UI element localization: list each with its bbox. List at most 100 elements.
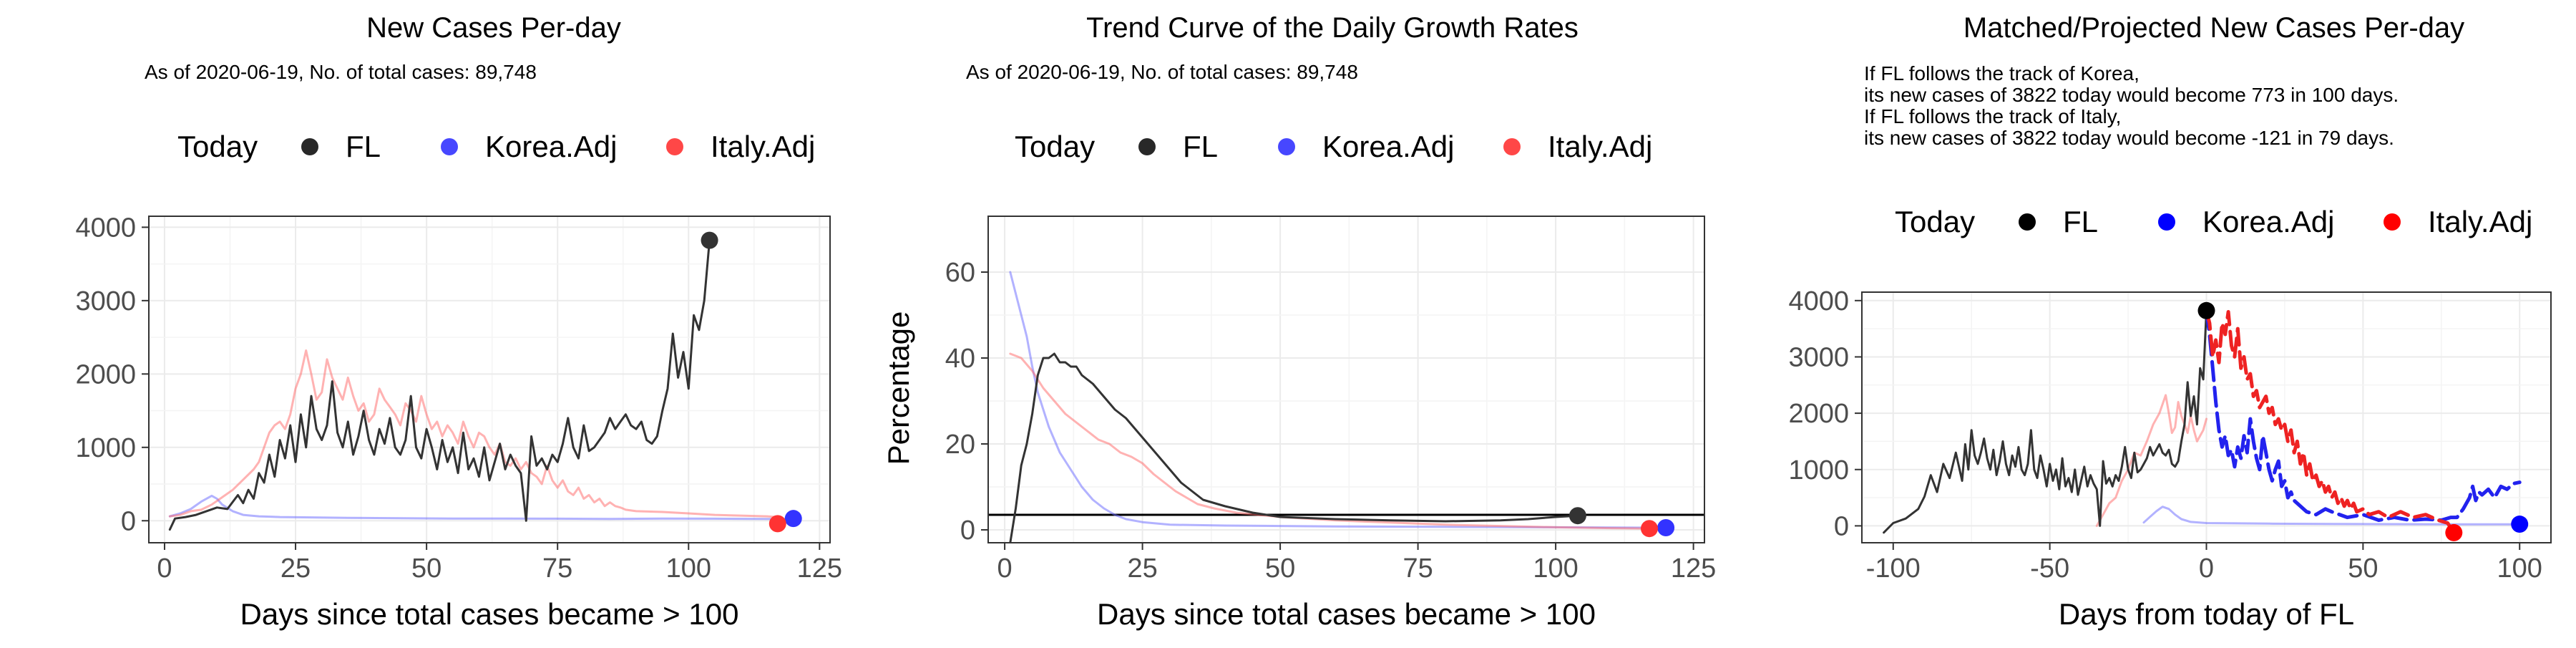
chart-title: Trend Curve of the Daily Growth Rates [1086,12,1579,44]
legend-key-korea-adj [441,138,458,155]
x-tick-label: -100 [1866,553,1921,584]
data-layer [988,271,1704,543]
y-tick-label: 0 [1834,511,1849,541]
legend-title: Today [177,130,258,163]
x-tick-label: -50 [2030,553,2069,584]
series-line-italy-adj [2205,309,2456,535]
annotation-line: If FL follows the track of Korea, [1864,62,2140,84]
legend-title: Today [1895,205,1975,238]
y-tick-label: 0 [960,516,975,546]
y-axis-label: Percentage [882,311,915,465]
x-tick-label: 125 [797,553,842,584]
today-point-korea-adj [784,510,802,528]
x-axis-label: Days since total cases became > 100 [240,597,739,631]
x-tick-label: 75 [542,553,572,584]
legend-key-fl [1138,138,1156,155]
legend-title: Today [1015,130,1095,163]
today-point-fl [2197,301,2215,319]
y-tick-label: 4000 [1788,286,1849,316]
chart-title: New Cases Per-day [366,12,621,44]
x-tick-label: 0 [157,553,172,584]
legend-key-italy-adj [666,138,683,155]
legend-label: Korea.Adj [2202,205,2334,238]
series-line-korea-adj [1009,271,1667,529]
plot-frame [987,216,1705,543]
x-tick-label: 50 [1265,553,1295,584]
y-tick-label: 3000 [1788,342,1849,372]
x-tick-label: 25 [280,553,311,584]
chart-panel-2: Trend Curve of the Daily Growth Rates As … [882,12,1716,631]
x-tick-label: 50 [411,553,441,584]
legend: Today FL Korea.Adj Italy.Adj [1015,130,1652,163]
y-tick-label: 40 [945,344,975,374]
series-line-fl [1009,352,1579,543]
x-tick-label: 0 [2199,553,2214,584]
legend-label: Italy.Adj [1548,130,1652,163]
y-tick-label: 4000 [75,213,136,243]
gridlines [1862,292,2551,543]
x-tick-label: 25 [1127,553,1157,584]
today-point-italy-adj [1641,520,1658,538]
data-layer [168,239,795,531]
y-tick-label: 2000 [75,359,136,390]
y-tick-label: 2000 [1788,399,1849,429]
chart-subtitle: As of 2020-06-19, No. of total cases: 89… [145,61,537,83]
series-line-korea-adj [2205,309,2522,522]
x-tick-label: 0 [997,553,1013,584]
today-point-italy-adj [2445,523,2463,541]
chart-subtitle: As of 2020-06-19, No. of total cases: 89… [966,61,1358,83]
legend: Today FL Korea.Adj Italy.Adj [1895,205,2532,238]
gridlines [988,216,1704,543]
chart-panel-3: Matched/Projected New Cases Per-day If FL… [1788,12,2552,631]
chart-title: Matched/Projected New Cases Per-day [1963,12,2464,44]
y-tick-label: 60 [945,258,975,288]
x-tick-label: 100 [2497,553,2542,584]
series-line-fl [168,239,711,531]
legend-key-italy-adj [2384,213,2401,231]
plot-frame [148,216,831,543]
series-line-fl [1883,309,2207,534]
x-tick-label: 100 [1533,553,1578,584]
x-axis-label: Days from today of FL [2059,597,2354,631]
legend-label: FL [346,130,381,163]
legend-key-korea-adj [2158,213,2175,231]
legend-label: Korea.Adj [485,130,617,163]
legend-key-fl [2019,213,2036,231]
x-tick-label: 50 [2348,553,2378,584]
chart-panel-1: New Cases Per-day As of 2020-06-19, No. o… [75,12,842,631]
today-point-korea-adj [2511,516,2529,533]
legend-key-korea-adj [1278,138,1295,155]
today-point-italy-adj [769,515,786,533]
x-tick-label: 100 [666,553,711,584]
annotation-line: its new cases of 3822 today would become… [1864,127,2394,149]
y-tick-label: 0 [121,506,136,536]
series-line-korea-adj [168,494,795,521]
series-line-italy-adj [1009,352,1651,530]
legend-label: FL [1183,130,1218,163]
series-line-korea-adj-hist [2142,506,2521,526]
series-line-italy-adj-hist [2095,394,2207,527]
x-tick-label: 75 [1402,553,1433,584]
legend-key-fl [301,138,318,155]
legend-label: Korea.Adj [1322,130,1454,163]
today-point-fl [1568,507,1586,525]
legend-label: FL [2063,205,2098,238]
y-tick-label: 3000 [75,286,136,316]
legend-key-italy-adj [1503,138,1521,155]
data-layer [1883,309,2522,535]
today-point-korea-adj [1657,519,1675,536]
x-tick-label: 125 [1671,553,1716,584]
legend-label: Italy.Adj [711,130,815,163]
series-line-italy-adj [168,349,779,518]
today-point-fl [701,231,718,249]
y-tick-label: 1000 [75,433,136,463]
legend: Today FL Korea.Adj Italy.Adj [177,130,815,163]
x-axis-label: Days since total cases became > 100 [1097,597,1596,631]
legend-label: Italy.Adj [2428,205,2532,238]
y-tick-label: 20 [945,430,975,460]
annotation-line: If FL follows the track of Italy, [1864,105,2121,127]
annotation-line: its new cases of 3822 today would become… [1864,84,2399,106]
y-tick-label: 1000 [1788,455,1849,485]
